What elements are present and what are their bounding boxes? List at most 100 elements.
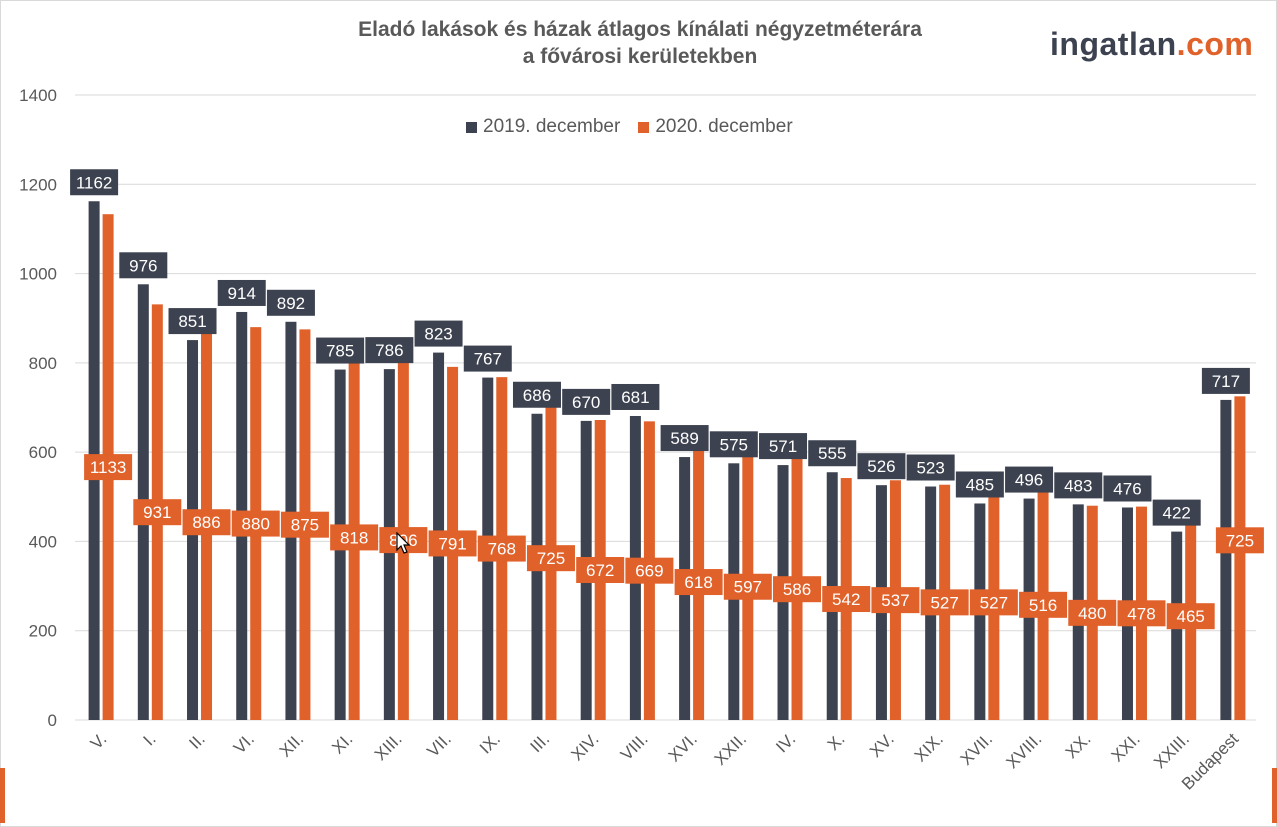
data-label-box-2019 (316, 337, 365, 364)
x-tick-label: XXIII. (1150, 729, 1193, 772)
data-label-2019: 786 (375, 341, 403, 360)
data-label-box-2020 (84, 454, 133, 481)
data-label-box-2020 (871, 587, 920, 614)
data-label-2020: 478 (1127, 604, 1155, 623)
data-label-2020: 886 (192, 513, 220, 532)
data-label-box-2020 (723, 573, 772, 600)
legend-swatch-2020 (638, 121, 650, 133)
chart-title-line-2: a fővárosi kerületekben (522, 45, 758, 68)
data-label-2020: 669 (635, 562, 663, 581)
data-label-2020: 527 (930, 593, 958, 612)
data-label-2019: 892 (277, 294, 305, 313)
data-label-2019: 575 (720, 435, 748, 454)
data-label-2019: 485 (966, 475, 994, 494)
legend-label-2019: 2019. december (483, 116, 621, 137)
x-tick-label: I. (140, 729, 160, 749)
data-label-2020: 586 (783, 580, 811, 599)
data-label-2019: 483 (1064, 476, 1092, 495)
x-tick-label: XXII. (711, 729, 750, 768)
data-label-2019: 589 (670, 429, 698, 448)
data-label-2020: 725 (1226, 531, 1254, 550)
legend-label-2020: 2020. december (655, 116, 793, 137)
data-label-2019: 976 (129, 256, 157, 275)
x-tick-label: XIV. (567, 729, 602, 764)
data-label-2019: 767 (474, 350, 502, 369)
data-label-box-2020 (822, 586, 871, 613)
right-edge-accent (1272, 768, 1277, 823)
data-label-box-2020 (674, 569, 723, 596)
data-label-box-2020 (969, 589, 1018, 616)
x-tick-label: XVI. (665, 729, 701, 765)
data-label-box-2020 (920, 589, 969, 616)
data-label-box-2019 (611, 383, 660, 410)
data-label-2019: 681 (621, 388, 649, 407)
data-label-2019: 1162 (76, 173, 113, 192)
data-label-2020: 791 (438, 534, 466, 553)
data-label-box-2019 (808, 440, 857, 467)
data-label-box-2019 (266, 289, 315, 316)
data-label-2020: 542 (832, 590, 860, 609)
legend-swatch-2019 (466, 121, 477, 133)
x-tick-label: II. (185, 729, 208, 752)
x-tick-label: VII. (423, 729, 454, 760)
x-tick-label: IX. (476, 729, 504, 757)
data-label-2020: 768 (488, 540, 516, 559)
data-label-box-2019 (857, 453, 906, 480)
data-label-box-2020 (526, 545, 575, 572)
x-tick-label: XVII. (957, 729, 996, 768)
chart-legend: 2019. december 2020. december (466, 116, 793, 138)
bar-2019 (1220, 399, 1232, 720)
data-label-box-2019 (463, 345, 512, 372)
data-label-box-2019 (759, 433, 808, 460)
legend-item-2020: 2020. december (638, 116, 793, 138)
data-label-2020: 1133 (90, 458, 127, 477)
data-label-box-2020 (428, 530, 477, 557)
data-label-box-2019 (1201, 367, 1250, 394)
data-label-box-2020 (576, 557, 625, 583)
data-label-box-2019 (119, 252, 168, 279)
data-label-box-2019 (217, 279, 266, 306)
y-tick-label: 600 (29, 443, 57, 462)
mouse-cursor-icon (396, 532, 411, 554)
bar-2020 (1234, 396, 1246, 720)
data-label-2020: 818 (340, 528, 368, 547)
x-tick-label: XIX. (911, 729, 947, 765)
data-label-box-2019 (414, 320, 463, 347)
data-label-box-2019 (365, 337, 414, 364)
x-tick-label: X. (824, 729, 849, 754)
x-tick-label: VIII. (617, 729, 652, 764)
data-label-2020: 480 (1078, 604, 1106, 623)
brand-logo: ingatlan.com (1050, 26, 1253, 63)
data-label-2019: 851 (178, 312, 206, 331)
data-label-2020: 880 (242, 515, 270, 534)
data-label-box-2020 (773, 576, 822, 603)
legend-item-2019: 2019. december (466, 116, 620, 138)
data-label-box-2019 (168, 308, 217, 335)
y-tick-label: 800 (29, 354, 57, 373)
x-tick-label: XVIII. (1003, 729, 1046, 772)
data-label-2019: 496 (1015, 471, 1043, 490)
data-label-box-2019 (660, 425, 709, 452)
y-tick-label: 0 (48, 711, 57, 730)
data-label-box-2020 (1068, 599, 1117, 626)
data-label-2019: 670 (572, 393, 600, 412)
data-label-2019: 476 (1113, 480, 1141, 499)
x-tick-label: XXI. (1108, 729, 1144, 765)
data-label-2019: 571 (769, 437, 797, 456)
x-tick-label: XII. (276, 729, 307, 760)
x-tick-label: XV. (866, 729, 898, 761)
data-label-2019: 555 (818, 444, 846, 463)
x-tick-label: XI. (328, 729, 356, 757)
x-tick-label: V. (87, 729, 111, 753)
data-label-2020: 527 (980, 593, 1008, 612)
x-tick-label: XIII. (371, 729, 406, 764)
data-label-box-2020 (330, 524, 379, 551)
data-label-2019: 526 (867, 457, 895, 476)
data-label-box-2020 (1215, 527, 1264, 554)
x-tick-label: IV. (772, 729, 799, 756)
left-edge-accent (0, 768, 5, 823)
data-label-2020: 725 (537, 549, 565, 568)
data-label-box-2019 (906, 454, 955, 481)
y-tick-label: 1200 (19, 175, 57, 194)
